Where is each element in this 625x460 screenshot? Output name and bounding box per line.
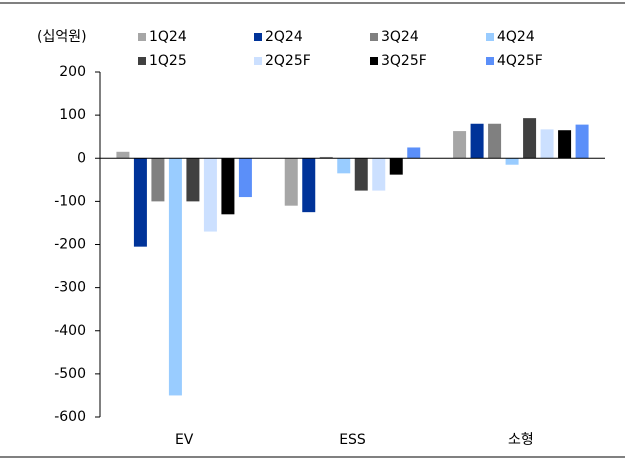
- bar: [575, 124, 589, 159]
- x-tick-label: EV: [175, 432, 194, 448]
- bar: [302, 158, 316, 213]
- bar: [116, 151, 130, 159]
- legend-label: 2Q24: [265, 29, 303, 45]
- bar: [372, 158, 386, 191]
- y-tick-label: -100: [54, 193, 86, 209]
- legend-label: 1Q24: [149, 29, 187, 45]
- bar: [337, 158, 351, 174]
- legend-swatch: [486, 57, 494, 65]
- legend-label: 4Q24: [497, 29, 535, 45]
- legend-label: 4Q25F: [497, 53, 543, 69]
- bar: [505, 158, 519, 165]
- bar: [238, 158, 252, 198]
- legend-swatch: [486, 33, 494, 41]
- bar: [133, 158, 147, 247]
- bar: [168, 158, 182, 396]
- y-tick-label: -500: [54, 366, 86, 382]
- legend-swatch: [138, 33, 146, 41]
- y-tick-label: -600: [54, 409, 86, 425]
- x-tick-label: 소형: [508, 432, 534, 448]
- x-tick-label: ESS: [339, 432, 366, 448]
- unit-label: (십억원): [37, 29, 87, 45]
- y-tick-label: 0: [77, 150, 86, 166]
- bar: [186, 158, 200, 202]
- bar: [407, 147, 421, 159]
- bar: [151, 158, 165, 202]
- legend-swatch: [370, 57, 378, 65]
- bar: [354, 158, 368, 191]
- bar: [284, 158, 298, 206]
- legend-label: 3Q24: [381, 29, 419, 45]
- y-tick-label: -300: [54, 280, 86, 296]
- legend-swatch: [254, 57, 262, 65]
- bar: [488, 123, 502, 159]
- y-tick-label: -400: [54, 323, 86, 339]
- y-tick-label: -200: [54, 237, 86, 253]
- bar: [470, 123, 484, 159]
- legend-swatch: [370, 33, 378, 41]
- bar: [558, 130, 572, 159]
- bar: [540, 129, 554, 159]
- y-tick-label: 100: [59, 107, 86, 123]
- y-tick-label: 200: [59, 64, 86, 80]
- bar: [523, 118, 537, 159]
- legend-swatch: [138, 57, 146, 65]
- bar: [453, 131, 467, 159]
- legend-label: 3Q25F: [381, 53, 427, 69]
- bar: [221, 158, 235, 215]
- legend-swatch: [254, 33, 262, 41]
- legend-label: 2Q25F: [265, 53, 311, 69]
- bar: [389, 158, 403, 175]
- legend-label: 1Q25: [149, 53, 187, 69]
- bar: [203, 158, 217, 232]
- bar: [319, 156, 333, 159]
